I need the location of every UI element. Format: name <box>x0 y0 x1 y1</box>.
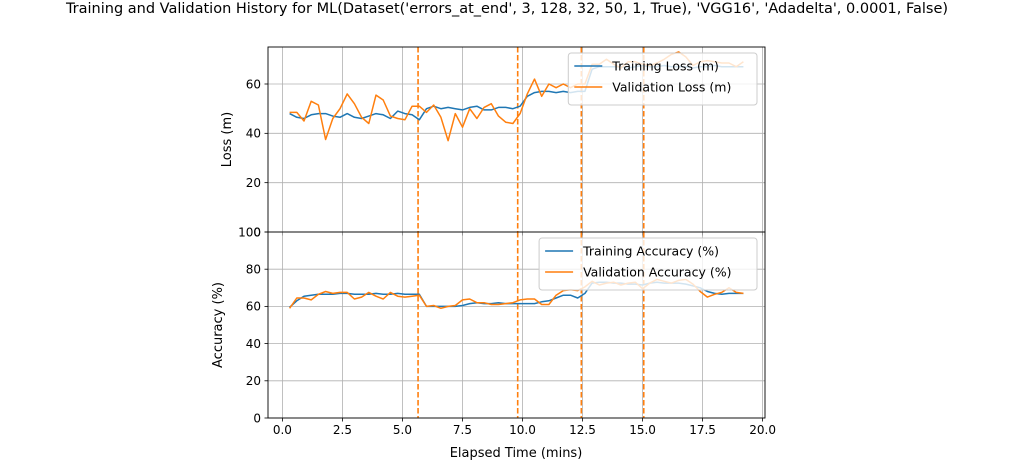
accuracy-panel: 0.0 2.5 5.0 7.5 10.0 12.5 15.0 17.5 20.0 0 20 40 60 8… <box>211 225 776 437</box>
y-tick-label: 20 <box>246 374 261 388</box>
x-tick-label: 20.0 <box>749 423 776 437</box>
plot-frame <box>267 231 766 419</box>
legend-box <box>538 237 758 291</box>
y-tick-label: 20 <box>246 176 261 190</box>
legend-label: Validation Loss (m) <box>612 80 731 95</box>
x-tick-label: 2.5 <box>333 423 352 437</box>
legend: Training Accuracy (%) Validation Accuracy… <box>538 237 758 291</box>
x-tick-label: 15.0 <box>629 423 656 437</box>
x-tick-label: 5.0 <box>393 423 412 437</box>
y-tick-label: 100 <box>238 225 261 239</box>
y-tick-label: 60 <box>246 77 261 91</box>
legend-label: Validation Accuracy (%) <box>583 265 731 280</box>
y-tick-label: 0 <box>253 225 261 239</box>
x-tick-label: 7.5 <box>453 423 472 437</box>
x-tick-label: 12.5 <box>569 423 596 437</box>
y-tick-label: 40 <box>246 337 261 351</box>
legend-label: Training Loss (m) <box>611 59 719 74</box>
legend-box <box>567 52 758 106</box>
legend: Training Loss (m) Validation Loss (m) <box>567 52 758 106</box>
y-tick-label: 80 <box>246 263 261 277</box>
legend-label: Training Accuracy (%) <box>582 244 719 259</box>
x-tick-label: 10.0 <box>509 423 536 437</box>
x-tick-label: 17.5 <box>689 423 716 437</box>
y-axis-label: Loss (m) <box>220 112 235 167</box>
y-tick-label: 40 <box>246 127 261 141</box>
loss-panel: 0 20 40 60 Training Loss (m) Validation Loss … <box>220 46 766 239</box>
chart-title: Training and Validation History for ML(D… <box>65 1 948 17</box>
x-tick-label: 0.0 <box>273 423 292 437</box>
x-axis-label: Elapsed Time (mins) <box>450 446 583 460</box>
y-axis-label: Accuracy (%) <box>211 282 226 368</box>
y-tick-label: 0 <box>253 411 261 425</box>
y-tick-label: 60 <box>246 300 261 314</box>
